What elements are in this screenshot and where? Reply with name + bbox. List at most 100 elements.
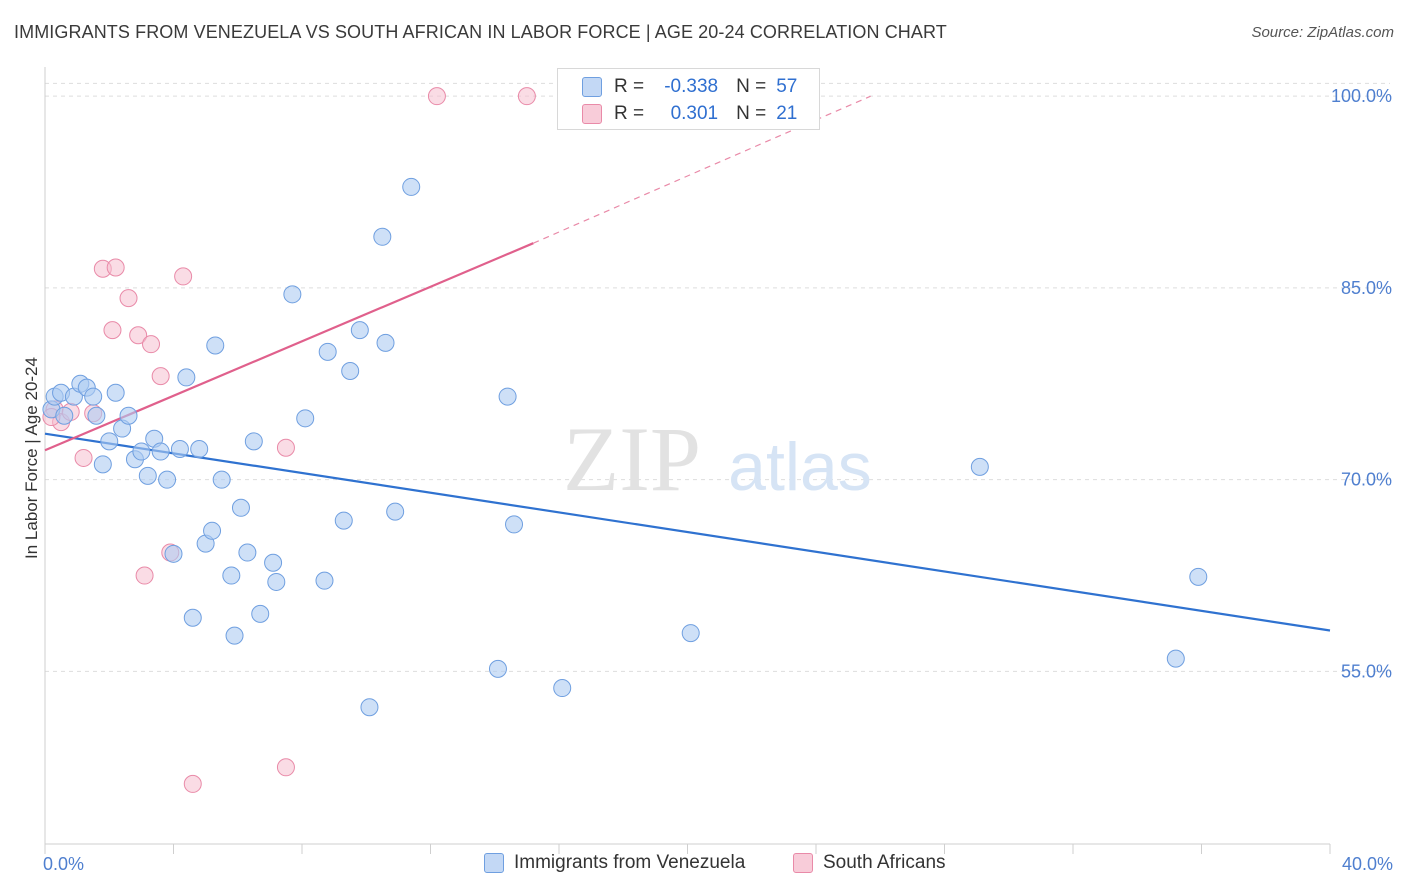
legend-item-venezuela: Immigrants from Venezuela	[484, 852, 745, 874]
data-point-south-africans	[103, 321, 122, 340]
data-point-venezuela	[360, 698, 379, 717]
data-point-venezuela	[183, 608, 202, 627]
data-point-venezuela	[373, 227, 392, 246]
data-point-venezuela	[386, 502, 405, 521]
data-point-venezuela	[1166, 649, 1185, 668]
data-point-venezuela	[138, 466, 157, 485]
data-point-south-africans	[119, 289, 138, 308]
legend-swatch-pink	[793, 853, 813, 873]
data-point-venezuela	[681, 624, 700, 643]
data-point-venezuela	[55, 406, 74, 425]
legend-n-label: N =	[736, 76, 767, 97]
data-point-venezuela	[93, 455, 112, 474]
axes	[44, 67, 1331, 854]
data-point-south-africans	[183, 774, 202, 793]
y-axis-label: In Labor Force | Age 20-24	[22, 357, 41, 559]
data-point-venezuela	[84, 387, 103, 406]
data-point-venezuela	[222, 566, 241, 585]
data-point-venezuela	[553, 679, 572, 698]
data-point-venezuela	[170, 439, 189, 458]
data-point-south-africans	[427, 87, 446, 106]
gridlines	[45, 82, 1390, 672]
legend-item-south-africans: South Africans	[793, 852, 946, 874]
data-point-venezuela	[1189, 567, 1208, 586]
data-point-venezuela	[238, 543, 257, 562]
data-point-venezuela	[100, 432, 119, 451]
data-point-venezuela	[225, 626, 244, 645]
data-points	[42, 87, 1208, 793]
data-point-venezuela	[177, 368, 196, 387]
data-point-south-africans	[106, 258, 125, 277]
data-point-venezuela	[212, 470, 231, 489]
data-point-south-africans	[135, 566, 154, 585]
data-point-venezuela	[498, 387, 517, 406]
watermark: ZIP atlas	[563, 408, 872, 510]
data-point-venezuela	[203, 521, 222, 540]
data-point-venezuela	[505, 515, 524, 534]
data-point-venezuela	[488, 659, 507, 678]
data-point-venezuela	[106, 383, 125, 402]
legend-bottom: Immigrants from Venezuela South Africans	[0, 852, 1406, 878]
data-point-venezuela	[318, 342, 337, 361]
trend-lines	[44, 95, 1331, 632]
y-tick-label: 85.0%	[1341, 278, 1392, 298]
legend-n-label: N =	[736, 103, 767, 124]
watermark-zip: ZIP	[563, 408, 701, 510]
data-point-south-africans	[276, 438, 295, 457]
x-tick-label: 0.0%	[43, 854, 84, 874]
data-point-south-africans	[276, 758, 295, 777]
legend-r-value: -0.338	[664, 76, 719, 97]
data-point-venezuela	[190, 439, 209, 458]
trend-line-venezuela	[44, 432, 1331, 632]
legend-swatch-blue	[484, 853, 504, 873]
legend-r-label: R =	[614, 76, 645, 97]
watermark-atlas: atlas	[728, 429, 872, 505]
data-point-venezuela	[376, 333, 395, 352]
data-point-venezuela	[132, 442, 151, 461]
legend-swatch-pink	[582, 104, 602, 124]
data-point-venezuela	[231, 498, 250, 517]
data-point-venezuela	[350, 321, 369, 340]
legend-r-label: R =	[614, 103, 645, 124]
data-point-venezuela	[402, 177, 421, 196]
data-point-venezuela	[283, 285, 302, 304]
data-point-venezuela	[158, 470, 177, 489]
data-point-venezuela	[315, 571, 334, 590]
data-point-venezuela	[334, 511, 353, 530]
data-point-venezuela	[151, 442, 170, 461]
legend-swatch-blue	[582, 77, 602, 97]
data-point-venezuela	[251, 604, 270, 623]
x-tick-label: 40.0%	[1342, 854, 1393, 874]
source-label: Source: ZipAtlas.com	[1251, 24, 1394, 41]
legend-label-south-africans: South Africans	[823, 852, 946, 873]
chart-title: IMMIGRANTS FROM VENEZUELA VS SOUTH AFRIC…	[14, 22, 947, 42]
data-point-south-africans	[517, 87, 536, 106]
data-point-south-africans	[74, 448, 93, 467]
data-point-south-africans	[151, 367, 170, 386]
data-point-south-africans	[129, 326, 148, 345]
data-point-venezuela	[264, 553, 283, 572]
data-point-venezuela	[341, 362, 360, 381]
data-point-venezuela	[206, 336, 225, 355]
y-tick-label: 70.0%	[1341, 470, 1392, 490]
data-point-south-africans	[174, 267, 193, 286]
data-point-venezuela	[87, 406, 106, 425]
data-point-venezuela	[296, 409, 315, 428]
legend-row-south-africans: R = 0.301 N = 21	[582, 102, 797, 126]
legend-row-venezuela: R = -0.338 N = 57	[582, 75, 797, 99]
legend-r-value: 0.301	[670, 103, 719, 124]
data-point-south-africans	[142, 335, 161, 354]
data-point-venezuela	[244, 432, 263, 451]
tick-labels: 55.0% 70.0% 85.0% 100.0% 0.0% 40.0%	[43, 86, 1393, 874]
data-point-venezuela	[164, 544, 183, 563]
legend-n-value: 57	[776, 76, 798, 97]
legend-label-venezuela: Immigrants from Venezuela	[514, 852, 746, 873]
y-tick-label: 100.0%	[1331, 86, 1392, 106]
data-point-venezuela	[267, 572, 286, 591]
y-tick-label: 55.0%	[1341, 661, 1392, 681]
legend-top: R = -0.338 N = 57 R = 0.301 N = 21	[557, 68, 820, 130]
data-point-venezuela	[119, 406, 138, 425]
legend-n-value: 21	[776, 103, 798, 124]
data-point-venezuela	[970, 457, 989, 476]
